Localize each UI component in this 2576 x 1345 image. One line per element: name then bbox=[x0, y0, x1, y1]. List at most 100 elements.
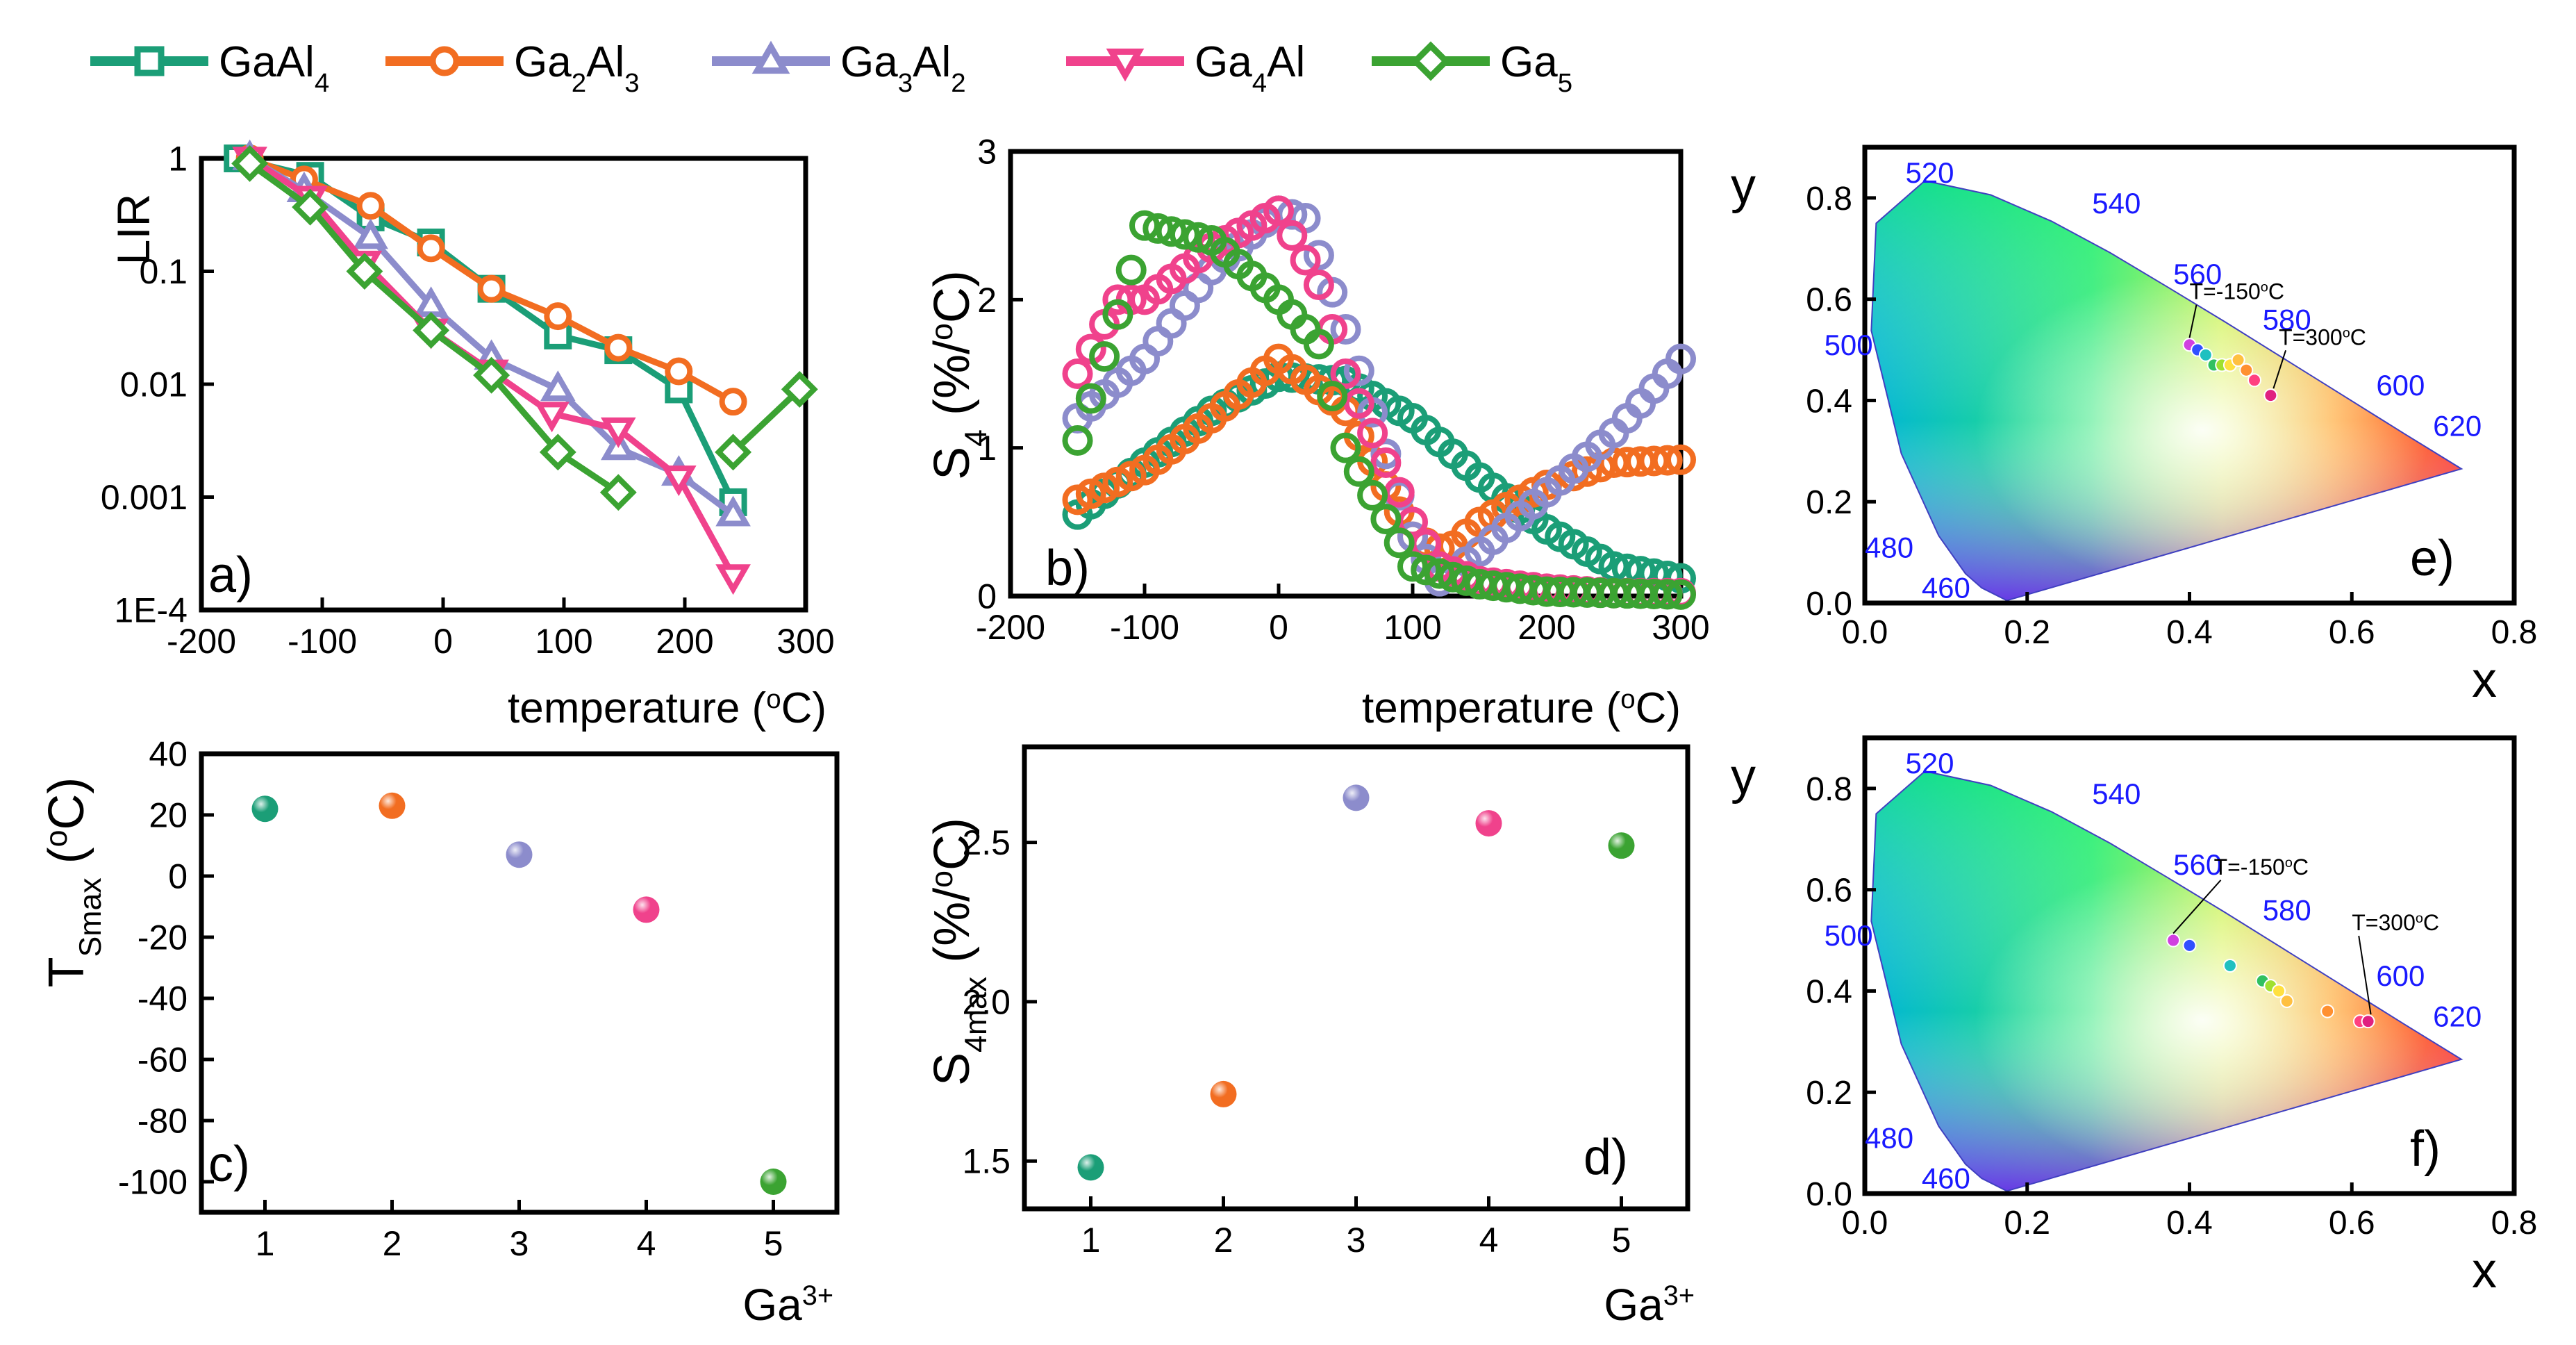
x-tick-label: 0.6 bbox=[2329, 1205, 2375, 1241]
x-tick-label: 1 bbox=[1081, 1221, 1101, 1260]
data-point bbox=[1290, 245, 1321, 276]
y-tick-label: 0.4 bbox=[1806, 383, 1852, 420]
y-tick-label: 3 bbox=[977, 133, 997, 172]
panel-label: a) bbox=[208, 547, 253, 603]
data-point bbox=[1330, 358, 1361, 389]
data-point bbox=[1397, 551, 1428, 582]
data-point bbox=[2361, 1014, 2375, 1029]
panel-label: c) bbox=[208, 1137, 250, 1192]
wavelength-label: 560 bbox=[2173, 848, 2222, 881]
data-point bbox=[1156, 216, 1187, 247]
panel-label: f) bbox=[2410, 1121, 2441, 1177]
wavelength-label: 620 bbox=[2433, 1000, 2482, 1032]
x-tick-label: 0.4 bbox=[2166, 614, 2213, 651]
wavelength-label: 540 bbox=[2092, 777, 2141, 810]
annotation-label: T=300oC bbox=[2279, 324, 2366, 349]
panel-label: d) bbox=[1584, 1130, 1628, 1185]
legend-marker bbox=[1106, 48, 1145, 82]
data-point bbox=[1571, 456, 1602, 487]
x-tick-label: 0.0 bbox=[1842, 1205, 1888, 1241]
wavelength-label: 480 bbox=[1865, 1121, 1913, 1154]
data-point bbox=[477, 274, 506, 303]
data-point bbox=[1665, 343, 1696, 374]
y-axis-label: LIR bbox=[108, 194, 159, 265]
data-point bbox=[604, 333, 633, 362]
y-axis-label-group: S4 (%/oC) bbox=[924, 270, 993, 480]
data-point-highlight bbox=[251, 795, 279, 823]
data-point bbox=[1317, 381, 1348, 411]
data-point-highlight bbox=[760, 1169, 787, 1195]
y-tick-label: 2.0 bbox=[962, 982, 1011, 1021]
x-tick-label: -100 bbox=[288, 622, 357, 661]
data-point bbox=[539, 434, 576, 471]
y-tick-label: 0.001 bbox=[101, 478, 188, 517]
data-point bbox=[1370, 504, 1402, 535]
legend: GaAl4 Ga2Al3 Ga3Al2 Ga4Al Ga5 bbox=[90, 38, 1572, 98]
legend-label: Ga2Al3 bbox=[514, 38, 640, 98]
legend-label: GaAl4 bbox=[219, 38, 329, 98]
x-tick-label: 0.2 bbox=[2004, 614, 2050, 651]
panel-b-s4-chart: -200 -100 0 100 200 300 0 1 2 3 b) S4 (%/oC) tempera… bbox=[924, 133, 1710, 733]
annotation-arrow bbox=[2188, 304, 2197, 338]
data-point bbox=[1277, 220, 1308, 251]
data-point bbox=[540, 370, 576, 402]
data-point-highlight bbox=[1210, 1080, 1237, 1107]
spectral-locus bbox=[1870, 180, 2463, 602]
data-point bbox=[2222, 959, 2237, 973]
data-point bbox=[1183, 222, 1214, 253]
y-tick-label: -80 bbox=[138, 1102, 188, 1141]
y-tick-label: 0.01 bbox=[120, 365, 188, 404]
wavelength-label: 580 bbox=[2263, 303, 2311, 336]
wavelength-label: 540 bbox=[2092, 187, 2141, 220]
data-point bbox=[2272, 984, 2286, 998]
x-tick-label: 100 bbox=[535, 622, 592, 661]
panel-label: b) bbox=[1045, 541, 1090, 596]
wavelength-label: 600 bbox=[2376, 369, 2425, 402]
data-point bbox=[2247, 373, 2261, 388]
x-tick-label: 0.4 bbox=[2166, 1205, 2213, 1241]
x-axis-label: x bbox=[2472, 652, 2497, 708]
y-axis-label: y bbox=[1731, 158, 1756, 214]
y-axis-label: S4 (%/oC) bbox=[924, 270, 993, 480]
legend-item-GaAl4: GaAl4 bbox=[90, 38, 329, 98]
x-tick-label: 0 bbox=[433, 622, 453, 661]
wavelength-label: 560 bbox=[2173, 258, 2222, 290]
x-tick-label: 0.0 bbox=[1842, 614, 1888, 651]
x-tick-label: 4 bbox=[1479, 1221, 1499, 1260]
data-point-highlight bbox=[633, 896, 660, 923]
y-tick-label: 0.8 bbox=[1806, 771, 1852, 808]
y-tick-label: 0.0 bbox=[1806, 586, 1852, 622]
data-point bbox=[1357, 479, 1388, 511]
data-point bbox=[534, 402, 570, 433]
y-tick-label: 0.8 bbox=[1806, 181, 1852, 217]
data-point bbox=[715, 434, 752, 471]
y-tick-label: 1 bbox=[977, 429, 997, 468]
legend-item-Ga4Al: Ga4Al bbox=[1066, 38, 1305, 98]
legend-item-Ga2Al3: Ga2Al3 bbox=[385, 38, 640, 98]
annotation-label: T=-150oC bbox=[2214, 855, 2309, 880]
data-point bbox=[1129, 210, 1160, 241]
series-Ga5 bbox=[1062, 210, 1696, 610]
data-point bbox=[599, 474, 637, 511]
data-point bbox=[1115, 254, 1147, 286]
data-point bbox=[1169, 219, 1200, 250]
y-axis-label: TSmax (oC) bbox=[39, 777, 108, 988]
panel-a-lir-chart: -200 -100 0 100 200 300 1E-4 0.001 0.01 0.1 1 a) LIR… bbox=[101, 140, 835, 733]
data-point bbox=[2166, 933, 2181, 948]
data-point bbox=[1330, 314, 1361, 345]
y-tick-label: 0.6 bbox=[1806, 873, 1852, 909]
y-tick-label: 0.6 bbox=[1806, 282, 1852, 319]
data-point bbox=[2279, 994, 2294, 1009]
data-point bbox=[1303, 329, 1334, 360]
data-point-highlight bbox=[379, 792, 406, 819]
data-point bbox=[2320, 1004, 2335, 1018]
data-point bbox=[1089, 341, 1120, 372]
wavelength-label: 500 bbox=[1825, 329, 1873, 361]
legend-marker bbox=[429, 46, 460, 76]
data-point-highlight bbox=[1475, 810, 1502, 837]
data-point bbox=[1263, 195, 1294, 226]
data-point bbox=[2231, 353, 2245, 368]
x-axis-label: temperature (oC) bbox=[1362, 684, 1681, 733]
panel-label: e) bbox=[2410, 531, 2454, 586]
data-point bbox=[1102, 299, 1133, 330]
